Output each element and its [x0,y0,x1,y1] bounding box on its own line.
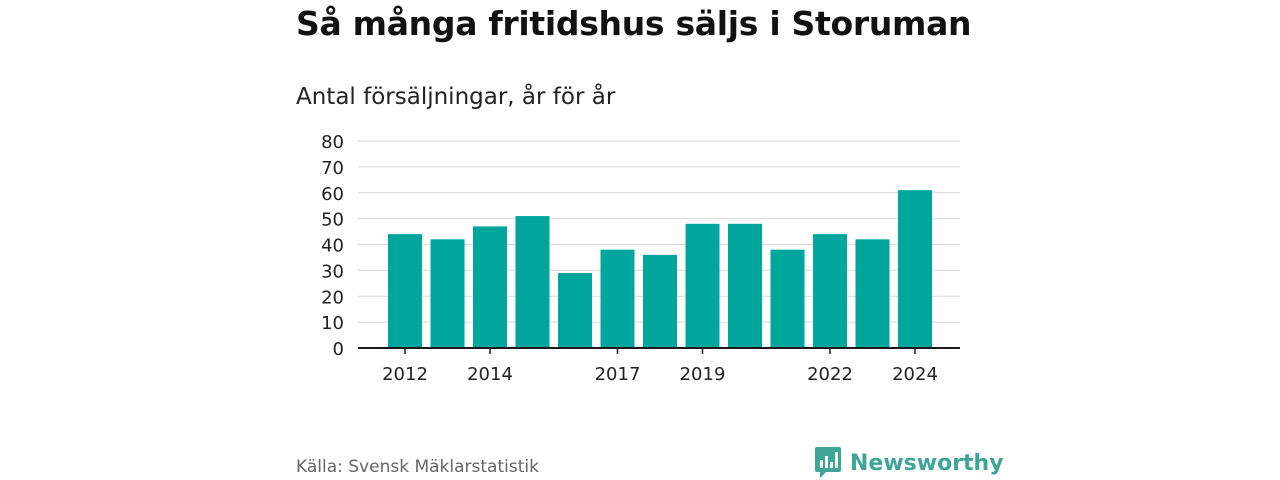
bar-2017 [600,249,635,348]
bar-2022 [813,234,847,348]
bar-2016 [558,272,592,348]
x-tick-label: 2014 [467,364,513,385]
bar-2024 [898,190,932,348]
y-tick-label: 20 [321,287,344,308]
newsworthy-icon [815,447,841,478]
bar-2023 [855,239,890,348]
bar-2013 [430,239,465,348]
bar-2019 [685,223,720,348]
y-axis-ticks: 0 10 20 30 40 50 60 70 80 [321,132,344,360]
y-tick-label: 10 [321,313,344,334]
bar-2021 [770,249,805,348]
x-tick-label: 2019 [680,364,726,385]
chart-subtitle: Antal försäljningar, år för år [296,84,616,110]
x-tick-label: 2012 [382,364,428,385]
y-tick-label: 50 [321,210,344,231]
y-tick-label: 80 [321,132,344,153]
brand-name: Newsworthy [850,450,1004,476]
bar-2020 [728,223,762,348]
y-tick-label: 30 [321,261,344,282]
x-tick-label: 2017 [595,364,641,385]
bars [388,190,932,348]
y-tick-label: 40 [321,236,344,257]
x-axis-ticks: 2012 2014 2017 2019 2022 2024 [382,348,938,385]
x-tick-label: 2024 [892,364,938,385]
y-tick-label: 60 [321,184,344,205]
source-note: Källa: Svensk Mäklarstatistik [296,457,539,477]
y-tick-label: 0 [333,339,344,360]
bar-2012 [388,234,422,348]
x-tick-label: 2022 [807,364,853,385]
bar-2014 [473,226,507,348]
chart-title: Så många fritidshus säljs i Storuman [296,4,972,43]
y-tick-label: 70 [321,158,344,179]
brand-logo: Newsworthy [814,446,1004,480]
bar-2018 [643,254,677,348]
bar-2015 [515,216,550,348]
